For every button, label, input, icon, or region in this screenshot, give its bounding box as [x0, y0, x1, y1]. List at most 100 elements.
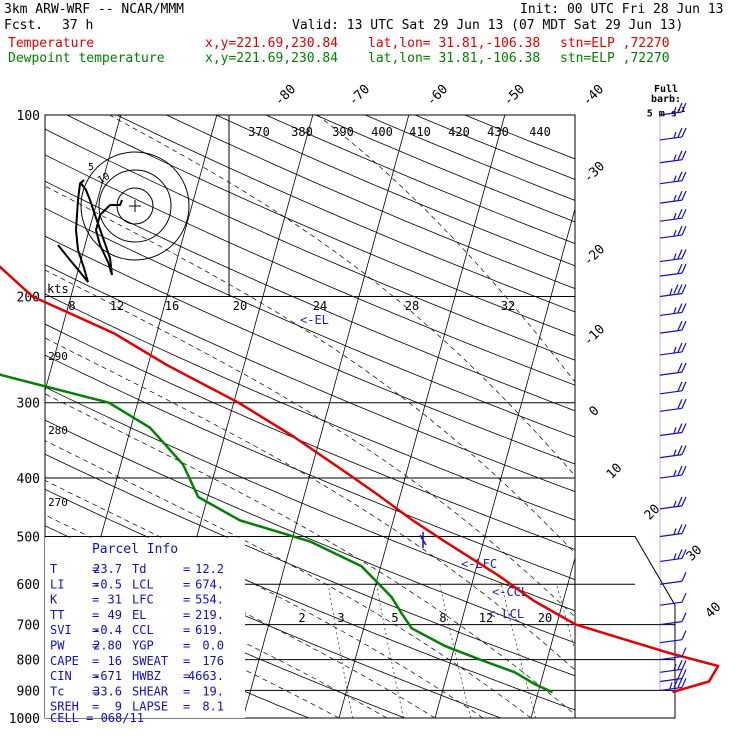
mixing-ratio-label: 5 — [391, 611, 398, 625]
wind-barb-staff — [659, 532, 683, 538]
wind-barb-flag — [673, 284, 679, 294]
isotherm-tick-label: -70 — [346, 82, 373, 109]
wind-barb — [659, 303, 687, 317]
parcel-eq: = — [183, 577, 190, 591]
wind-barb-staff — [659, 292, 683, 298]
dry-adiabat-line — [45, 264, 575, 493]
profile-traces — [0, 265, 720, 694]
wind-barb-flag — [681, 678, 687, 688]
parcel-value: 9 — [115, 700, 122, 714]
mixing-ratio-line — [556, 584, 575, 652]
wind-barb-flag — [677, 320, 683, 331]
wind-barb-staff — [659, 217, 683, 222]
parcel-label: HWBZ — [132, 669, 161, 683]
isotherm-tick-label: 30 — [684, 543, 706, 565]
wind-barb-flag — [681, 150, 687, 160]
wind-barb-flag — [677, 660, 683, 670]
mixing-ratio-label: 2 — [298, 611, 305, 625]
parcel-label: Td — [132, 562, 146, 576]
wind-barb-flag — [681, 630, 687, 640]
parcel-label: SWEAT — [132, 654, 168, 668]
wind-barb-staff — [659, 454, 683, 459]
parcel-label: LI — [50, 577, 64, 591]
wind-barb-flag — [677, 249, 683, 259]
parcel-eq: = — [92, 639, 99, 653]
isotherm-line — [723, 115, 740, 718]
parcel-label: K — [50, 593, 58, 607]
wind-barb-half — [673, 469, 677, 477]
wind-barb — [659, 263, 687, 277]
wind-barb — [659, 660, 687, 673]
wind-barb-flag — [681, 225, 687, 236]
theta-e-label: 370 — [248, 125, 270, 139]
isotherm-tick-label: 40 — [703, 600, 725, 622]
wind-barb-flag — [677, 678, 683, 688]
wind-barb — [659, 362, 687, 376]
theta-e-label: 410 — [409, 125, 431, 139]
hodograph-ring-label: 5 — [88, 162, 94, 173]
wind-barb-flag — [677, 208, 683, 219]
model-title: 3km ARW-WRF -- NCAR/MMM — [4, 2, 185, 17]
wind-barb-flag — [681, 263, 687, 274]
isotherm-tick-label: 0 — [586, 403, 602, 419]
parcel-value: 19. — [202, 684, 224, 698]
wind-barb — [659, 190, 687, 204]
wind-barb-staff — [659, 311, 683, 317]
parcel-value: -0.4 — [93, 623, 122, 637]
wind-barb-flag — [677, 150, 683, 160]
dry-adiabat-line — [315, 115, 575, 223]
wind-barb — [659, 171, 687, 185]
dry-adiabat-line — [45, 293, 575, 521]
wind-barb-flag — [677, 399, 683, 409]
valid-time: Valid: 13 UTC Sat 29 Jun 13 (07 MDT Sat … — [292, 18, 684, 33]
wind-barb-staff — [659, 668, 683, 673]
wetbulb-label: 8 — [68, 299, 75, 313]
wind-barb-flag — [681, 320, 687, 331]
wind-barb — [659, 381, 687, 395]
isotherm-tick-label: -20 — [581, 242, 608, 269]
dry-adiabat-line — [45, 128, 575, 361]
moist-adiabat-line — [45, 337, 575, 671]
wind-barb-staff — [659, 159, 683, 164]
parcel-value: 219. — [195, 608, 224, 622]
wind-barb-flag — [677, 342, 683, 353]
theta-e-label: 400 — [371, 125, 393, 139]
parcel-value: 554. — [195, 593, 224, 607]
dry-adiabat-line — [166, 115, 575, 290]
parcel-value: 176 — [202, 654, 224, 668]
isotherm-line — [338, 115, 506, 718]
wind-barb-flag — [673, 678, 679, 688]
legend-dewpoint: Dewpoint temperature — [8, 51, 165, 66]
parcel-eq: = — [92, 700, 99, 714]
dry-adiabat-line — [45, 562, 405, 718]
wind-barb-flag — [681, 171, 687, 181]
wind-barb-staff — [659, 580, 683, 585]
wind-barb-staff — [659, 180, 683, 185]
parcel-label: LFC — [132, 593, 154, 607]
parcel-eq: = — [92, 577, 99, 591]
dry-adiabat-line — [45, 354, 575, 581]
wetbulb-label: 24 — [313, 299, 327, 313]
wind-barb — [659, 320, 687, 334]
wind-barb-flag — [681, 399, 687, 409]
mixing-ratio-line — [501, 584, 537, 718]
dry-adiabat-label: 270 — [48, 496, 68, 509]
hodograph-units: kts — [47, 282, 69, 296]
wind-barb-staff — [659, 474, 683, 479]
hodograph-trace — [79, 181, 123, 276]
parcel-eq: = — [183, 700, 190, 714]
theta-e-label: 420 — [448, 125, 470, 139]
wind-barb-half — [673, 553, 677, 560]
dry-adiabat-line — [45, 323, 575, 550]
wind-barb-half — [673, 253, 677, 260]
wind-barb-staff — [659, 234, 683, 239]
dry-adiabat-line — [45, 386, 575, 612]
dew-latlon: lat,lon= 31.81,-106.38 — [368, 51, 541, 66]
parcel-eq: = — [183, 639, 190, 653]
parcel-eq: = — [92, 623, 99, 637]
wind-barb-flag — [681, 102, 687, 113]
wind-barb — [659, 284, 687, 298]
barb-key-exponent: -1 — [676, 106, 686, 114]
isotherm-tick-label: -30 — [581, 159, 608, 186]
wind-barb-flag — [677, 171, 683, 181]
